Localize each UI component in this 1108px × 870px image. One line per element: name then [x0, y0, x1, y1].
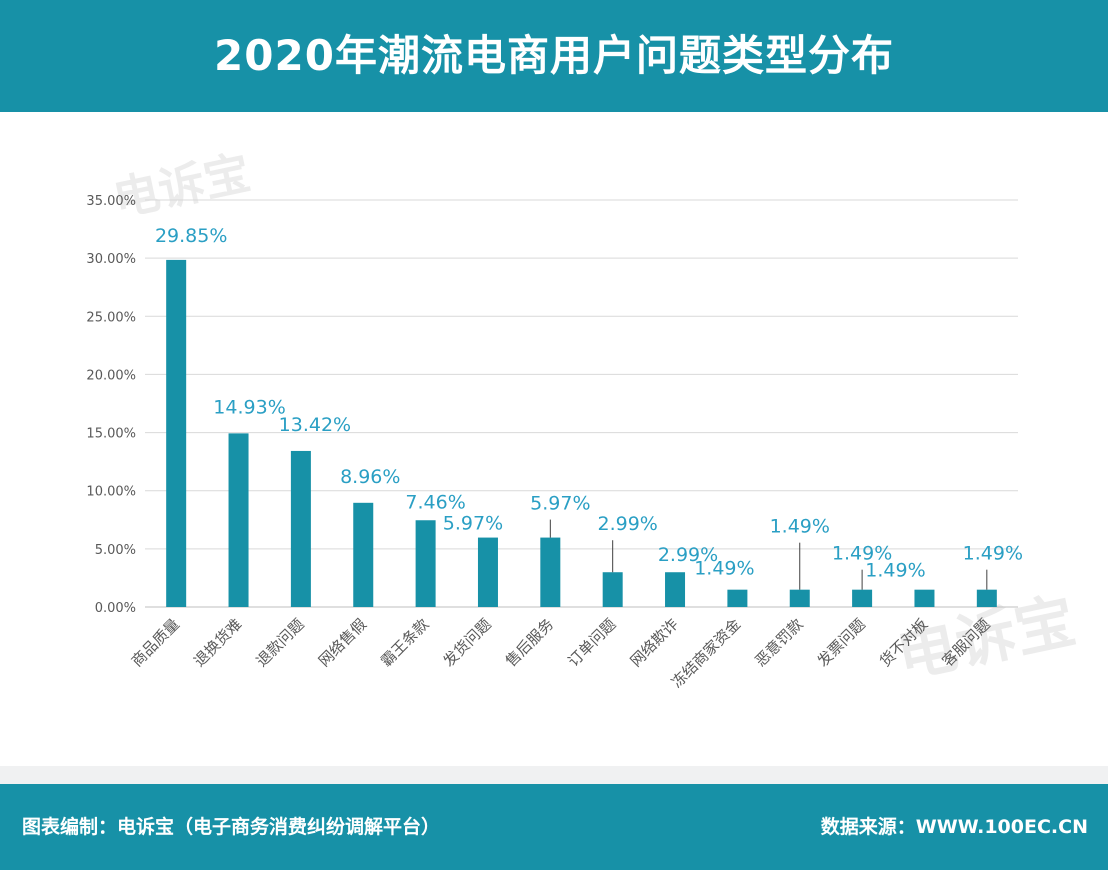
data-label: 7.46% — [405, 491, 465, 513]
footer-credit: 图表编制：电诉宝（电子商务消费纠纷调解平台） — [22, 816, 441, 838]
x-tick-label: 货不对板 — [876, 615, 931, 670]
data-label: 2.99% — [658, 544, 718, 566]
header-banner: 2020年潮流电商用户问题类型分布 — [0, 0, 1108, 112]
bar — [415, 520, 436, 607]
x-tick-label: 发票问题 — [814, 615, 869, 670]
data-label: 5.97% — [443, 513, 503, 535]
bar — [477, 537, 498, 607]
footer-banner: 图表编制：电诉宝（电子商务消费纠纷调解平台） 数据来源：WWW.100EC.CN — [0, 784, 1108, 870]
bar — [228, 433, 249, 607]
bar — [976, 589, 997, 607]
x-tick-label: 退换货难 — [190, 615, 245, 670]
page-title: 2020年潮流电商用户问题类型分布 — [214, 31, 894, 80]
data-label: 1.49% — [694, 558, 754, 580]
bar — [540, 537, 561, 607]
x-tick-label: 售后服务 — [502, 615, 557, 670]
data-label: 1.49% — [832, 543, 892, 565]
bar — [290, 450, 311, 607]
x-tick-label: 发货问题 — [440, 615, 495, 670]
data-label: 5.97% — [530, 493, 590, 515]
x-tick-label: 商品质量 — [128, 615, 183, 670]
x-tick-label: 退款问题 — [253, 615, 308, 670]
bar — [914, 589, 935, 607]
data-label: 2.99% — [597, 513, 657, 535]
bar — [166, 259, 187, 607]
data-label: 29.85% — [155, 225, 227, 247]
bottom-strip — [0, 766, 1108, 784]
data-label: 1.49% — [963, 543, 1023, 565]
bar — [789, 589, 810, 607]
bar — [852, 589, 873, 607]
x-tick-label: 客服问题 — [938, 615, 993, 670]
x-tick-label: 霸王条款 — [377, 615, 432, 670]
footer-source: 数据来源：WWW.100EC.CN — [820, 816, 1088, 838]
data-label: 8.96% — [340, 466, 400, 488]
bar — [665, 572, 686, 607]
bar — [353, 502, 374, 607]
data-label: 1.49% — [865, 560, 925, 582]
data-label: 1.49% — [770, 516, 830, 538]
data-label: 14.93% — [213, 396, 285, 418]
y-tick-label: 20.00% — [86, 368, 136, 383]
bar — [602, 572, 623, 607]
bar-chart: 0.00% 5.00% 10.00% 15.00% 20.00% 25.00% 30.00%… — [86, 194, 1023, 691]
x-tick-label: 网络售假 — [315, 615, 370, 670]
y-tick-label: 15.00% — [86, 427, 136, 442]
x-tick-label: 网络欺诈 — [627, 615, 682, 670]
x-tick-label: 订单问题 — [564, 615, 619, 670]
y-tick-label: 35.00% — [86, 194, 136, 209]
x-tick-label: 恶意罚款 — [751, 615, 806, 670]
y-tick-label: 25.00% — [86, 310, 136, 325]
y-tick-label: 30.00% — [86, 252, 136, 267]
data-label: 13.42% — [279, 414, 351, 436]
y-tick-label: 0.00% — [95, 601, 136, 616]
bar — [727, 589, 748, 607]
y-tick-label: 10.00% — [86, 485, 136, 500]
y-tick-label: 5.00% — [95, 543, 136, 558]
